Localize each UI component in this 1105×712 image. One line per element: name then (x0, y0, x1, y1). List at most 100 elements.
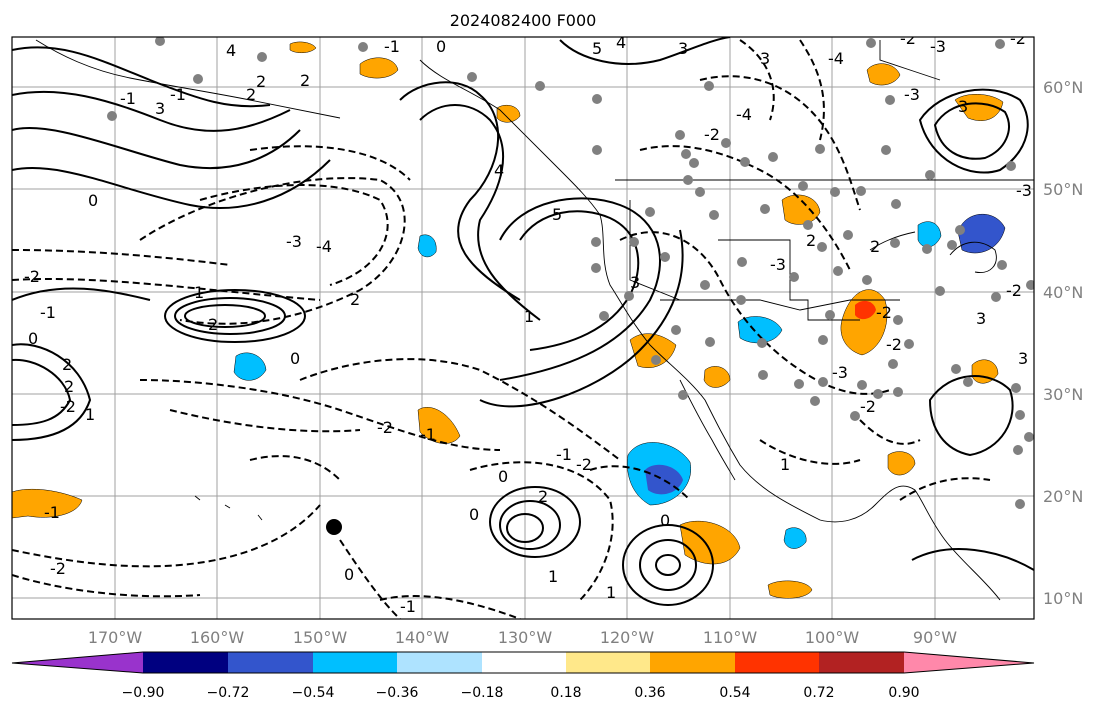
contour-label: -4 (316, 237, 332, 256)
contour-label: -1 (170, 85, 186, 104)
station-dot (873, 389, 883, 399)
station-dot (817, 242, 827, 252)
station-dot (789, 272, 799, 282)
shade-patch (887, 451, 916, 476)
station-dot (768, 152, 778, 162)
shade-patch (359, 57, 399, 79)
station-dot (891, 199, 901, 209)
contour-label: 2 (870, 237, 880, 256)
contour-label: -2 (886, 335, 902, 354)
station-dot (850, 411, 860, 421)
shaded-fields (12, 41, 1006, 599)
map-frame (11, 36, 1035, 620)
contour-label: 0 (436, 37, 446, 56)
shade-patch (917, 221, 942, 248)
station-dot (736, 295, 746, 305)
shade-patch (840, 289, 888, 356)
contour-label: 1 (606, 583, 616, 602)
contour-label: -1 (120, 89, 136, 108)
lon-tick-label: 170°W (88, 628, 143, 647)
location-marker (326, 519, 342, 535)
station-dot (660, 252, 670, 262)
contour-label: -2 (60, 397, 76, 416)
colorbar-tick-label: −0.54 (292, 685, 335, 701)
lon-tick-label: 90°W (913, 628, 957, 647)
colorbar-tick-label: −0.18 (461, 685, 504, 701)
shade-patch (971, 359, 999, 384)
shade-patch (783, 527, 807, 549)
contour-label: 2 (246, 85, 256, 104)
station-dot (798, 181, 808, 191)
station-dot (881, 145, 891, 155)
contour-label: 2 (300, 71, 310, 90)
contour-label: -2 (24, 267, 40, 286)
station-dot (700, 280, 710, 290)
contour-label: 3 (958, 97, 968, 116)
contour-label: -2 (1006, 281, 1022, 300)
lat-tick-label: 30°N (1043, 385, 1083, 404)
colorbar-tick-label: −0.90 (122, 685, 165, 701)
lat-tick-label: 50°N (1043, 180, 1083, 199)
contour-label: 2 (806, 231, 816, 250)
contour-label: 4 (226, 41, 236, 60)
station-dot (856, 186, 866, 196)
contour-label: 0 (28, 329, 38, 348)
contour-label: -3 (1016, 181, 1032, 200)
station-dot (651, 355, 661, 365)
colorbar-segment (397, 652, 482, 673)
shade-patch (737, 316, 783, 344)
contour-label: 0 (88, 191, 98, 210)
contour-label: 1 (524, 307, 534, 326)
contour-label: 4 (616, 33, 626, 52)
shade-patch (496, 105, 521, 123)
station-dot (681, 149, 691, 159)
station-dot (893, 315, 903, 325)
station-dot (925, 170, 935, 180)
contour-label: 2 (64, 377, 74, 396)
lat-tick-label: 60°N (1043, 78, 1083, 97)
contour-label: 3 (155, 99, 165, 118)
station-dot (683, 175, 693, 185)
station-dot (1015, 499, 1025, 509)
contour-label: 5 (592, 39, 602, 58)
contour-label: 1 (194, 283, 204, 302)
station-dot (1013, 445, 1023, 455)
contours (12, 37, 1034, 619)
station-dot (592, 94, 602, 104)
contour-label: -2 (1010, 29, 1026, 48)
lat-tick-label: 10°N (1043, 589, 1083, 608)
contour-label: -3 (770, 255, 786, 274)
station-dot (904, 339, 914, 349)
station-dot (695, 187, 705, 197)
station-dot (645, 207, 655, 217)
lon-tick-label: 140°W (395, 628, 450, 647)
colorbar-tick-label: −0.36 (376, 685, 419, 701)
station-dot (155, 37, 165, 46)
station-dot (947, 240, 957, 250)
station-dot (951, 364, 961, 374)
contour-label: -2 (50, 559, 66, 578)
shade-patch (417, 234, 437, 258)
station-dot (599, 311, 609, 321)
colorbar-segment (313, 652, 397, 673)
station-dot (591, 237, 601, 247)
lon-tick-label: 160°W (190, 628, 245, 647)
station-dot (893, 387, 903, 397)
contour-label: -1 (556, 445, 572, 464)
lon-tick-label: 150°W (293, 628, 348, 647)
contour-label: -2 (876, 303, 892, 322)
contour-label: 5 (552, 205, 562, 224)
station-dot (995, 39, 1005, 49)
contour-label: 0 (469, 505, 479, 524)
station-dot (843, 230, 853, 240)
contour-label: 1 (85, 405, 95, 424)
contour-label: 0 (660, 511, 670, 530)
lon-tick-label: 120°W (600, 628, 655, 647)
map-title: 2024082400 F000 (450, 11, 597, 30)
station-dot (818, 377, 828, 387)
shade-patch (289, 41, 317, 53)
station-dot (193, 74, 203, 84)
lon-tick-label: 130°W (498, 628, 553, 647)
station-dot (591, 263, 601, 273)
contour-label: 3 (760, 49, 770, 68)
